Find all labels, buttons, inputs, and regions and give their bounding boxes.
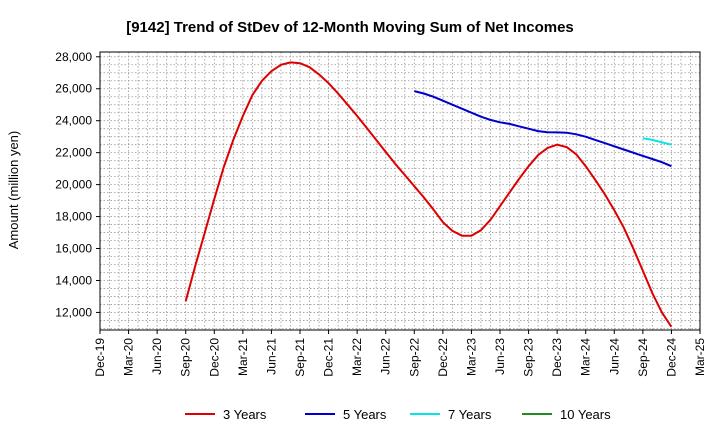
x-tick-label: Dec-23 <box>550 338 564 377</box>
y-tick-label: 26,000 <box>55 82 92 96</box>
legend-label-10-years: 10 Years <box>560 407 611 422</box>
x-tick-label: Sep-22 <box>407 338 421 377</box>
x-tick-label: Jun-23 <box>493 338 507 375</box>
y-axis-ticks: 12,000 14,000 16,000 18,000 20,000 22,000 24,0… <box>55 50 100 319</box>
series-line-3-years <box>184 61 673 328</box>
x-tick-label: Dec-22 <box>436 338 450 377</box>
x-tick-label: Mar-24 <box>579 338 593 376</box>
y-tick-label: 12,000 <box>55 305 92 319</box>
x-tick-label: Jun-22 <box>379 338 393 375</box>
series-line-5-years <box>414 90 672 168</box>
x-tick-label: Jun-20 <box>150 338 164 375</box>
x-tick-label: Dec-20 <box>207 338 221 377</box>
y-axis-label: Amount (million yen) <box>6 131 21 250</box>
y-tick-label: 18,000 <box>55 210 92 224</box>
legend-label-3-years: 3 Years <box>223 407 267 422</box>
x-tick-label: Jun-21 <box>264 338 278 375</box>
plot-background <box>100 52 700 330</box>
x-tick-label: Mar-22 <box>350 338 364 376</box>
x-tick-label: Mar-25 <box>693 338 707 376</box>
x-tick-label: Mar-23 <box>464 338 478 376</box>
y-tick-label: 24,000 <box>55 114 92 128</box>
x-tick-label: Mar-20 <box>122 338 136 376</box>
x-tick-label: Dec-24 <box>664 338 678 377</box>
x-tick-label: Sep-20 <box>179 338 193 377</box>
x-tick-label: Dec-19 <box>93 338 107 377</box>
legend-label-5-years: 5 Years <box>343 407 387 422</box>
axis-frame <box>99 51 701 331</box>
legend-label-7-years: 7 Years <box>448 407 492 422</box>
chart-title: [9142] Trend of StDev of 12-Month Moving… <box>126 19 574 36</box>
x-axis-ticks: Dec-19 Mar-20 Jun-20 Sep-20 Dec-20 Mar-21 Jun-… <box>93 330 707 377</box>
y-tick-label: 16,000 <box>55 242 92 256</box>
y-tick-label: 22,000 <box>55 146 92 160</box>
y-tick-label: 14,000 <box>55 273 92 287</box>
series-line-7-years <box>642 137 672 146</box>
y-tick-label: 28,000 <box>55 50 92 64</box>
x-tick-label: Sep-23 <box>522 338 536 377</box>
x-tick-label: Dec-21 <box>322 338 336 377</box>
x-tick-label: Jun-24 <box>607 338 621 375</box>
y-tick-label: 20,000 <box>55 178 92 192</box>
x-tick-label: Sep-21 <box>293 338 307 377</box>
series-layer <box>184 61 673 328</box>
grid-lines <box>99 52 701 330</box>
x-tick-label: Mar-21 <box>236 338 250 376</box>
plot-border <box>99 51 701 331</box>
x-tick-label: Sep-24 <box>636 338 650 377</box>
legend: 3 Years 5 Years 7 Years 10 Years <box>185 407 611 422</box>
plot-area <box>100 52 700 330</box>
